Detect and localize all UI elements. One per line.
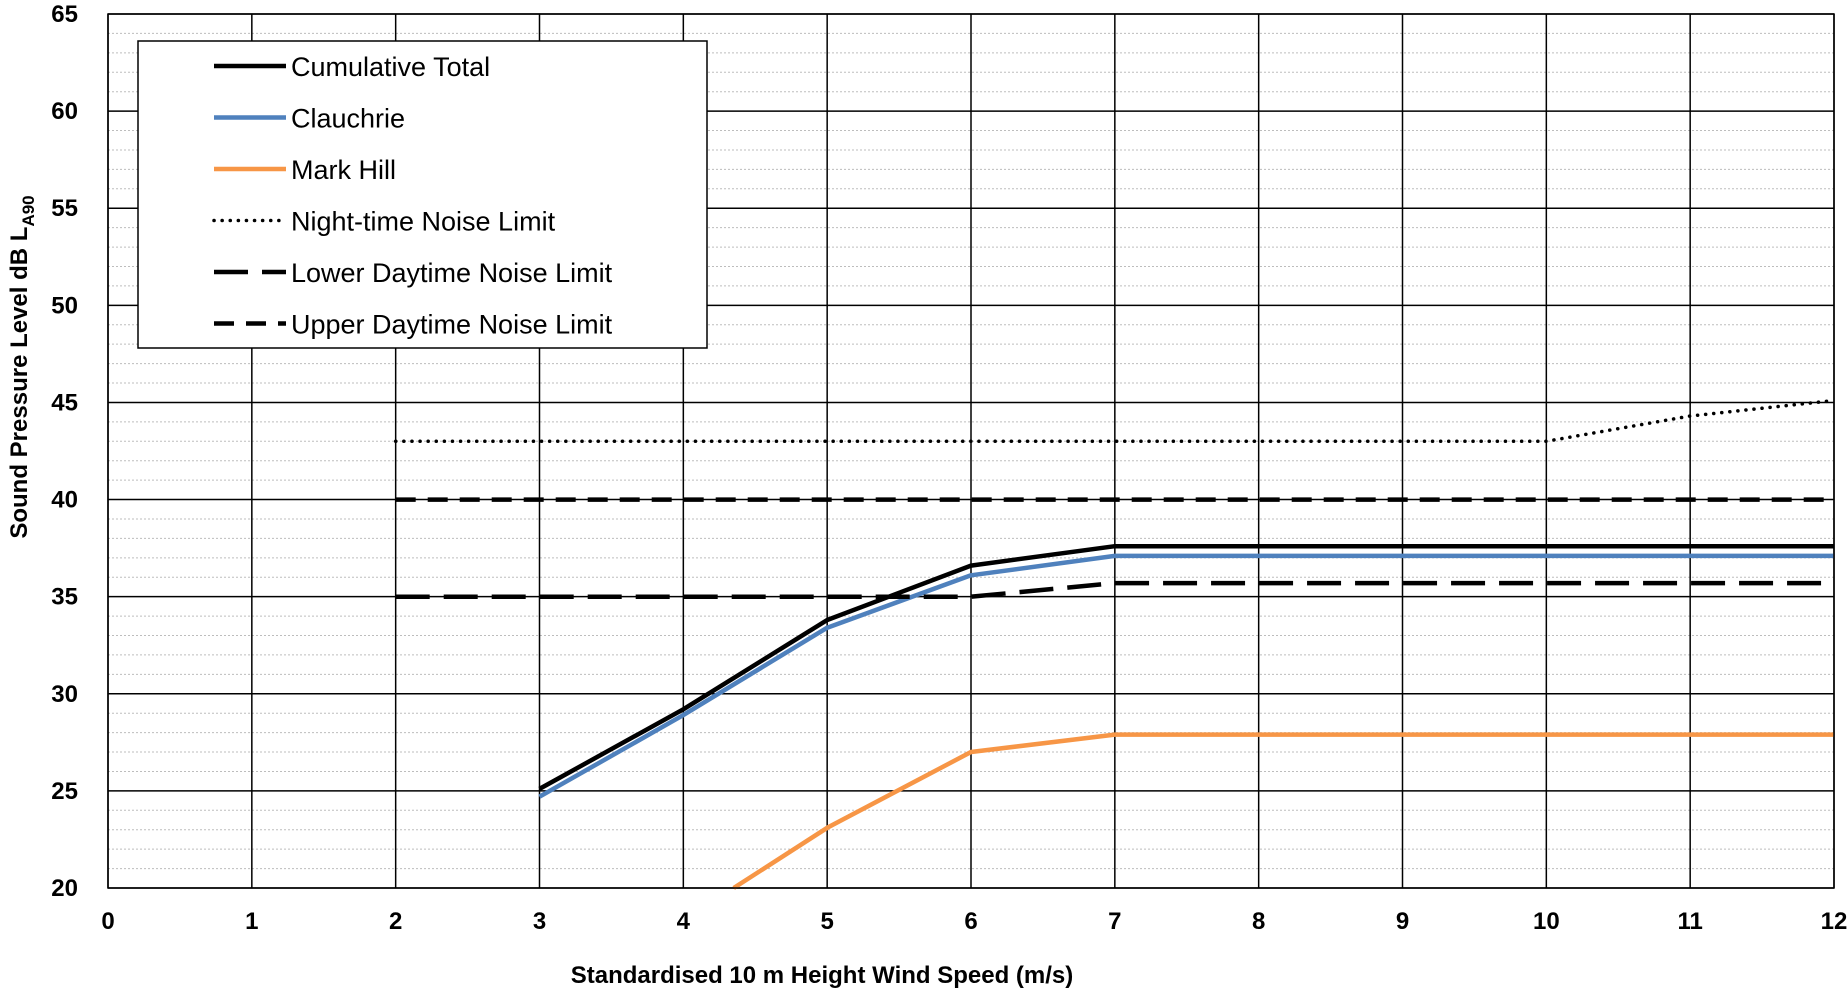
x-tick-label: 10 xyxy=(1533,908,1560,935)
x-tick-label: 11 xyxy=(1677,908,1702,935)
legend: Cumulative Total Clauchrie Mark Hill Night-… xyxy=(137,40,708,349)
y-axis-title: Sound Pressure Level dB LA90 xyxy=(6,195,38,538)
x-tick-label: 7 xyxy=(1108,908,1121,935)
x-axis-title: Standardised 10 m Height Wind Speed (m/s… xyxy=(571,962,1074,989)
y-tick-label: 40 xyxy=(51,487,78,514)
x-tick-label: 5 xyxy=(820,908,833,935)
series-layer xyxy=(393,398,1836,890)
y-tick-label: 35 xyxy=(51,584,78,611)
y-tick-label: 65 xyxy=(51,1,78,28)
legend-label: Lower Daytime Noise Limit xyxy=(291,258,613,288)
y-tick-label: 50 xyxy=(51,292,78,319)
y-tick-label: 25 xyxy=(51,778,78,805)
legend-label: Clauchrie xyxy=(291,104,405,134)
x-tick-label: 1 xyxy=(245,908,258,935)
y-tick-label: 45 xyxy=(51,389,78,416)
x-tick-label: 4 xyxy=(677,908,691,935)
x-tick-label: 6 xyxy=(964,908,977,935)
y-tick-labels: 20 25 30 35 40 45 50 55 60 65 xyxy=(51,1,78,902)
y-tick-label: 20 xyxy=(51,875,78,902)
series-line-mark-hill xyxy=(732,732,1834,890)
x-tick-labels: 0 1 2 3 4 5 6 7 8 9 10 11 12 xyxy=(101,908,1847,935)
plot-frame xyxy=(107,13,1835,889)
legend-label: Night-time Noise Limit xyxy=(291,207,556,237)
series-line-cumulative-total xyxy=(538,543,1834,791)
y-axis-title-main: Sound Pressure Level dB L xyxy=(6,227,33,539)
legend-label: Mark Hill xyxy=(291,155,396,185)
y-tick-label: 30 xyxy=(51,681,78,708)
y-tick-label: 60 xyxy=(51,98,78,125)
series-line-clauchrie xyxy=(538,553,1834,799)
legend-label: Cumulative Total xyxy=(291,52,490,82)
x-tick-label: 2 xyxy=(389,908,402,935)
x-tick-label: 8 xyxy=(1252,908,1265,935)
legend-label: Upper Daytime Noise Limit xyxy=(291,310,613,340)
y-axis-title-subscript: A90 xyxy=(19,195,38,226)
x-tick-label: 3 xyxy=(533,908,546,935)
legend-box xyxy=(137,40,708,349)
x-tick-label: 9 xyxy=(1396,908,1409,935)
series-line-night-time-noise-limit xyxy=(393,398,1836,444)
y-tick-label: 55 xyxy=(51,195,78,222)
x-tick-label: 12 xyxy=(1821,908,1848,935)
x-tick-label: 0 xyxy=(101,908,114,935)
